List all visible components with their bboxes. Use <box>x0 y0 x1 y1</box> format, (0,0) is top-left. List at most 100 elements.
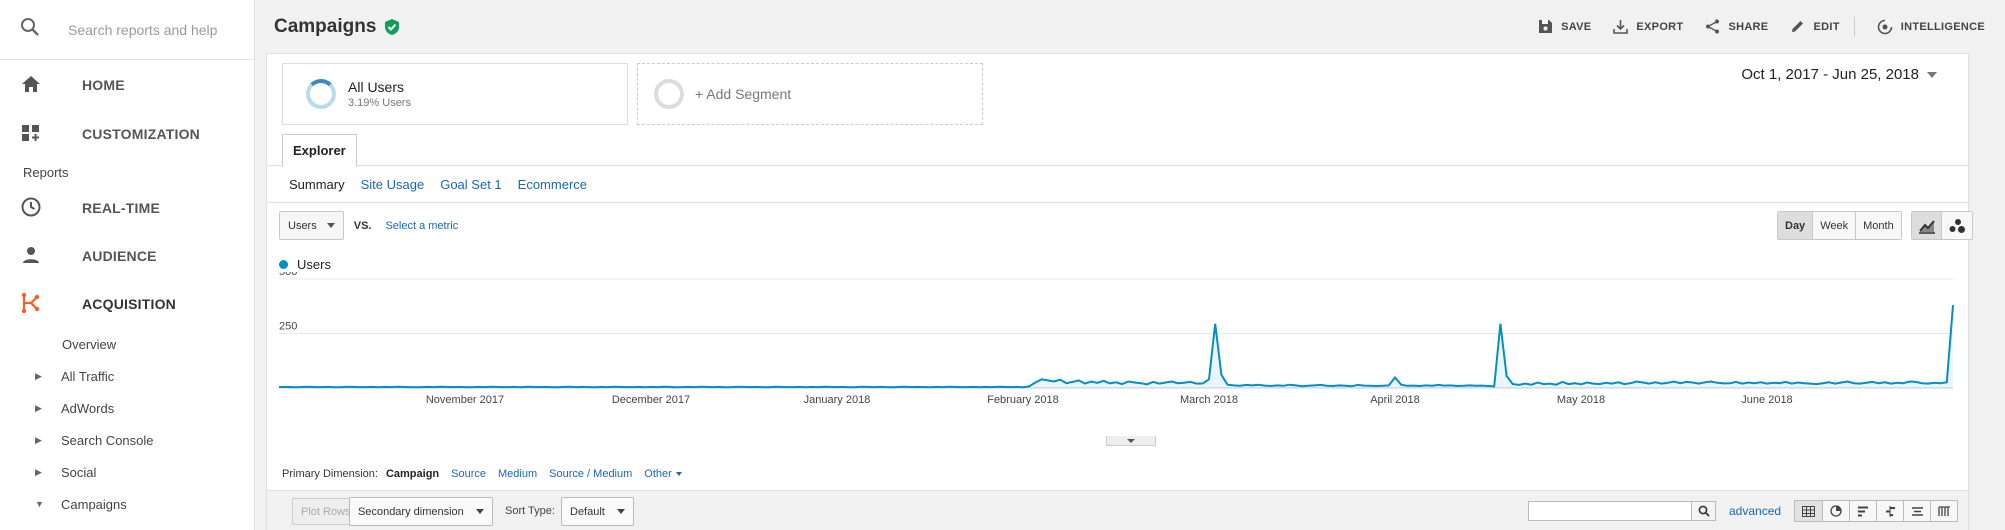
intelligence-button[interactable]: INTELLIGENCE <box>1877 19 1985 35</box>
dimension-source-medium[interactable]: Source / Medium <box>549 468 633 480</box>
sidebar-item-social[interactable]: ▶ Social <box>0 458 254 486</box>
metric-dropdown[interactable]: Users <box>279 211 344 240</box>
view-table-button[interactable] <box>1795 501 1822 521</box>
granularity-month-button[interactable]: Month <box>1855 212 1901 239</box>
motion-chart-button[interactable] <box>1942 212 1972 239</box>
sidebar-item-label: AdWords <box>61 400 115 416</box>
tab-explorer[interactable]: Explorer <box>282 134 357 167</box>
share-button[interactable]: SHARE <box>1705 19 1768 34</box>
sidebar-search[interactable]: Search reports and help <box>0 0 254 60</box>
x-tick-label: January 2018 <box>804 394 871 406</box>
chart-legend: Users <box>279 257 331 272</box>
add-segment-button[interactable]: + Add Segment <box>637 63 983 125</box>
line-chart-button[interactable] <box>1912 212 1942 239</box>
sidebar-item-label: Search Console <box>61 432 154 448</box>
dimension-source[interactable]: Source <box>451 468 487 480</box>
segment-card-all-users[interactable]: All Users 3.19% Users <box>282 63 628 125</box>
dimension-medium[interactable]: Medium <box>498 468 538 480</box>
metric-dropdown-value: Users <box>288 219 317 232</box>
nav-audience-label: AUDIENCE <box>82 248 157 264</box>
intelligence-icon <box>1877 19 1893 34</box>
clock-icon <box>20 196 42 221</box>
nav-home-label: HOME <box>82 77 125 93</box>
subtab-ecommerce[interactable]: Ecommerce <box>517 176 588 192</box>
advanced-filter-link[interactable]: advanced <box>1729 504 1782 518</box>
add-segment-label: + Add Segment <box>695 86 792 102</box>
view-bar-button[interactable] <box>1849 501 1876 521</box>
save-label: SAVE <box>1561 20 1592 33</box>
nav-audience[interactable]: AUDIENCE <box>0 236 254 276</box>
table-view-toggle <box>1794 500 1958 522</box>
vs-label: VS. <box>353 219 372 232</box>
granularity-day-button[interactable]: Day <box>1778 212 1813 239</box>
sidebar-item-label: Campaigns <box>61 496 127 512</box>
table-search-input[interactable] <box>1528 501 1692 521</box>
granularity-toggle: Day Week Month <box>1777 211 1902 240</box>
caret-right-icon: ▶ <box>35 466 42 477</box>
view-comparison-button[interactable] <box>1876 501 1903 521</box>
dropdown-arrow-icon <box>616 509 625 514</box>
export-button[interactable]: EXPORT <box>1613 19 1683 34</box>
x-tick-label: December 2017 <box>612 394 690 406</box>
nav-home[interactable]: HOME <box>0 65 254 105</box>
subtab-summary[interactable]: Summary <box>289 176 345 192</box>
y-tick-label: 500 <box>279 272 297 278</box>
users-area <box>279 305 1953 388</box>
x-tick-label: March 2018 <box>1180 394 1238 406</box>
secondary-dimension-dropdown[interactable]: Secondary dimension <box>349 497 493 526</box>
table-search-button[interactable] <box>1692 501 1716 521</box>
plot-rows-button[interactable]: Plot Rows <box>292 498 360 525</box>
chevron-down-icon <box>1927 71 1937 78</box>
nav-customization-label: CUSTOMIZATION <box>82 126 200 142</box>
report-tabs: Explorer <box>267 134 1968 167</box>
pivot-icon <box>1937 505 1950 516</box>
sidebar-item-search-console[interactable]: ▶ Search Console <box>0 426 254 454</box>
users-series-line <box>278 305 1954 389</box>
view-pivot-button[interactable] <box>1930 501 1957 521</box>
segment-title: All Users <box>348 79 405 95</box>
caret-right-icon: ▶ <box>35 434 42 445</box>
sort-type-dropdown[interactable]: Default <box>561 497 634 526</box>
caret-down-icon: ▼ <box>35 499 44 509</box>
date-range-picker[interactable]: Oct 1, 2017 - Jun 25, 2018 <box>1741 66 1937 83</box>
sidebar-item-adwords[interactable]: ▶ AdWords <box>0 394 254 422</box>
caret-right-icon: ▶ <box>35 370 42 381</box>
subtab-site-usage[interactable]: Site Usage <box>360 176 425 192</box>
chart-collapse-handle[interactable] <box>1106 436 1156 446</box>
primary-dimension-label: Primary Dimension: <box>282 468 378 480</box>
home-icon <box>20 74 42 97</box>
dimension-campaign[interactable]: Campaign <box>385 468 440 480</box>
empty-segment-ring-icon <box>654 79 684 109</box>
select-metric-link[interactable]: Select a metric <box>385 219 459 232</box>
caret-right-icon: ▶ <box>35 402 42 413</box>
sidebar-item-all-traffic[interactable]: ▶ All Traffic <box>0 362 254 390</box>
x-tick-label: June 2018 <box>1741 394 1792 406</box>
nav-customization[interactable]: CUSTOMIZATION <box>0 114 254 154</box>
dimension-other-dropdown[interactable]: Other <box>644 468 682 480</box>
share-label: SHARE <box>1728 20 1769 33</box>
nav-realtime[interactable]: REAL-TIME <box>0 188 254 228</box>
nav-acquisition[interactable]: ACQUISITION <box>0 284 254 324</box>
segment-text: All Users 3.19% Users <box>348 79 411 109</box>
report-main-panel: All Users 3.19% Users + Add Segment Oct … <box>266 53 1973 530</box>
chart-type-toggle <box>1911 211 1973 240</box>
secondary-dimension-label: Secondary dimension <box>358 505 464 518</box>
edit-button[interactable]: EDIT <box>1790 19 1839 34</box>
sidebar-item-campaigns[interactable]: ▼ Campaigns <box>0 490 254 518</box>
sidebar-item-overview[interactable]: Overview <box>0 330 254 358</box>
x-tick-label: April 2018 <box>1370 394 1420 406</box>
subtab-goal-set-1[interactable]: Goal Set 1 <box>440 176 502 192</box>
search-icon <box>1698 505 1710 517</box>
page-title: Campaigns <box>274 15 377 37</box>
view-term-cloud-button[interactable] <box>1903 501 1930 521</box>
intelligence-label: INTELLIGENCE <box>1900 20 1985 33</box>
x-tick-label: February 2018 <box>987 394 1059 406</box>
share-icon <box>1706 19 1720 34</box>
view-pie-button[interactable] <box>1822 501 1849 521</box>
sort-type-value: Default <box>570 505 605 518</box>
save-button[interactable]: SAVE <box>1538 19 1591 34</box>
granularity-week-button[interactable]: Week <box>1812 212 1856 239</box>
dropdown-arrow-icon <box>675 472 682 477</box>
toolbar-divider <box>1853 16 1855 37</box>
line-chart-icon <box>1918 219 1935 234</box>
